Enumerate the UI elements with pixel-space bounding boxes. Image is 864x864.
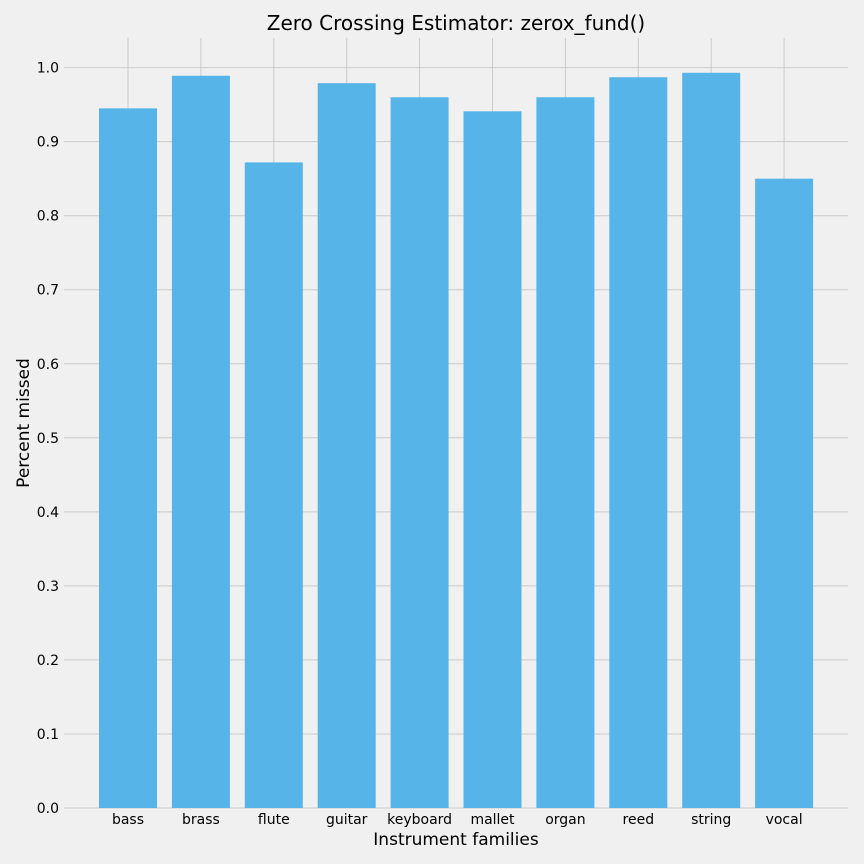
x-tick-label-organ: organ — [545, 812, 585, 828]
x-tick-label-mallet: mallet — [470, 812, 515, 828]
x-tick-label-brass: brass — [182, 812, 220, 828]
bar-reed — [609, 77, 668, 809]
y-tick-label: 0.9 — [37, 135, 59, 151]
y-axis-label: Percent missed — [14, 358, 34, 488]
bar-bass — [99, 108, 157, 808]
bar-keyboard — [390, 97, 449, 808]
x-tick-label-vocal: vocal — [766, 812, 803, 828]
bar-vocal — [755, 178, 814, 808]
y-tick-label: 0.5 — [37, 431, 59, 447]
y-tick-label: 0.7 — [37, 283, 59, 299]
y-tick-label: 1.0 — [37, 61, 59, 77]
y-tick-label: 0.8 — [37, 209, 59, 225]
bar-mallet — [463, 111, 522, 808]
y-tick-labels: 0.0 0.1 0.2 0.3 0.4 0.5 0.6 0.7 0.8 0.9 1.0 — [37, 61, 59, 817]
bar-guitar — [317, 83, 376, 809]
bar-flute — [244, 162, 303, 808]
chart-title: Zero Crossing Estimator: zerox_fund() — [267, 11, 645, 35]
x-tick-label-keyboard: keyboard — [387, 812, 452, 828]
y-tick-label: 0.0 — [37, 801, 59, 817]
bar-string — [682, 72, 741, 808]
y-tick-label: 0.3 — [37, 579, 59, 595]
bars — [99, 72, 814, 809]
bar-brass — [171, 75, 230, 808]
x-tick-label-string: string — [691, 812, 731, 828]
y-tick-label: 0.2 — [37, 653, 59, 669]
bar-organ — [536, 97, 595, 808]
x-tick-label-reed: reed — [623, 812, 655, 828]
x-tick-label-bass: bass — [112, 812, 144, 828]
y-tick-label: 0.1 — [37, 727, 59, 743]
x-tick-label-flute: flute — [258, 812, 290, 828]
y-tick-label: 0.6 — [37, 357, 59, 373]
x-tick-label-guitar: guitar — [326, 812, 368, 828]
x-axis-label: Instrument families — [373, 830, 539, 850]
x-tick-labels: bass brass flute guitar keyboard mallet organ r… — [112, 812, 803, 828]
y-tick-label: 0.4 — [37, 505, 59, 521]
